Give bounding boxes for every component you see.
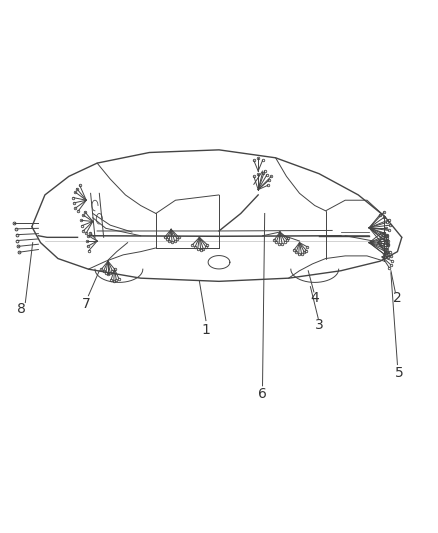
Text: 4: 4	[311, 292, 319, 305]
Text: 1: 1	[201, 323, 210, 337]
Text: 2: 2	[393, 292, 402, 305]
Text: 8: 8	[17, 302, 25, 316]
Text: 5: 5	[395, 366, 404, 379]
Text: 3: 3	[315, 318, 324, 332]
Text: 7: 7	[82, 297, 91, 311]
Text: 6: 6	[258, 387, 267, 401]
